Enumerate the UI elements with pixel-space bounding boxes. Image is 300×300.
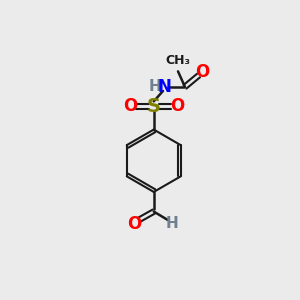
Text: CH₃: CH₃ (166, 54, 190, 67)
Text: S: S (147, 97, 161, 116)
Text: H: H (149, 79, 162, 94)
Text: O: O (170, 98, 184, 116)
Text: N: N (157, 78, 171, 96)
Text: O: O (123, 98, 137, 116)
Text: O: O (195, 63, 209, 81)
Text: O: O (127, 214, 142, 232)
Text: H: H (165, 216, 178, 231)
